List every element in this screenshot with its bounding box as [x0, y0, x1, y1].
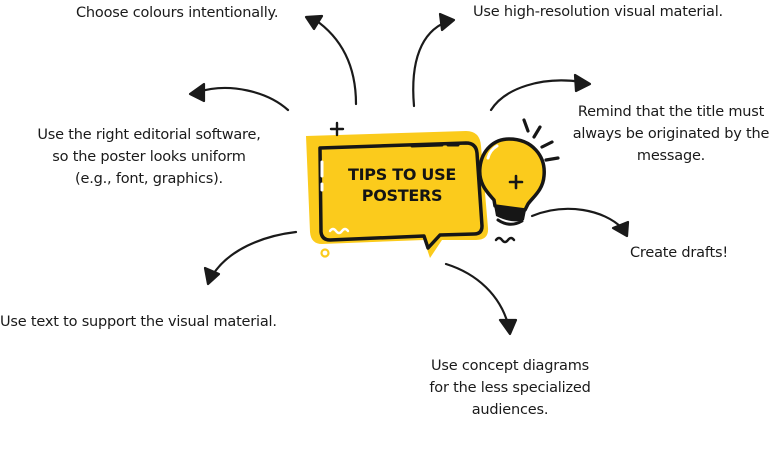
tip-text: Use concept diagrams — [431, 358, 589, 374]
tip-text: Create drafts! — [630, 245, 728, 261]
tip-text: for the less specialized — [429, 380, 591, 396]
arrow-icon — [573, 73, 592, 93]
tip-text: so the poster looks uniform — [52, 149, 246, 165]
squiggle-icon — [328, 227, 350, 235]
sparkle-icon — [329, 121, 345, 137]
arrow-icon — [203, 266, 221, 286]
tip-text: Use the right editorial software, — [37, 127, 261, 143]
arrow-icon — [188, 82, 206, 103]
arrow-icon — [210, 230, 298, 278]
ring-decoration — [320, 248, 330, 258]
arrow-icon — [530, 207, 624, 230]
lightbulb-icon — [478, 118, 560, 226]
tip-text: audiences. — [471, 402, 549, 418]
badge-dash — [410, 143, 444, 148]
poster-title-line: POSTERS — [361, 186, 443, 205]
arrow-icon — [611, 220, 630, 238]
arrow-icon — [489, 79, 584, 112]
arrow-icon — [304, 14, 324, 31]
tip-title: Remind that the title must always be ori… — [566, 101, 776, 167]
tip-diagrams: Use concept diagrams for the less specia… — [410, 355, 610, 421]
arrow-icon — [196, 86, 290, 112]
squiggle-icon — [494, 236, 516, 244]
tip-text-support: Use text to support the visual material. — [0, 311, 277, 333]
arrow-icon — [444, 262, 510, 326]
tip-resolution: Use high-resolution visual material. — [473, 1, 723, 23]
poster-title: TIPS TO USE POSTERS — [332, 164, 472, 206]
tip-text: Use high-resolution visual material. — [473, 4, 723, 20]
tip-text: Choose colours intentionally. — [76, 5, 279, 21]
tip-text: (e.g., font, graphics). — [75, 171, 223, 187]
tip-colours: Choose colours intentionally. — [76, 2, 278, 24]
badge-background — [306, 131, 489, 258]
tip-drafts: Create drafts! — [630, 242, 728, 264]
arrow-icon — [312, 17, 358, 106]
tip-text: Remind that the title must — [577, 104, 765, 120]
poster-title-line: TIPS TO USE — [348, 165, 456, 184]
tip-text: message. — [636, 148, 706, 164]
badge-outline — [318, 141, 484, 250]
arrow-icon — [412, 20, 448, 108]
tip-text: Use text to support the visual material. — [0, 314, 277, 330]
tip-text: always be originated by the — [572, 126, 770, 142]
tip-software: Use the right editorial software, so the… — [14, 124, 284, 190]
arrow-icon — [438, 12, 456, 32]
arrow-icon — [498, 318, 518, 336]
